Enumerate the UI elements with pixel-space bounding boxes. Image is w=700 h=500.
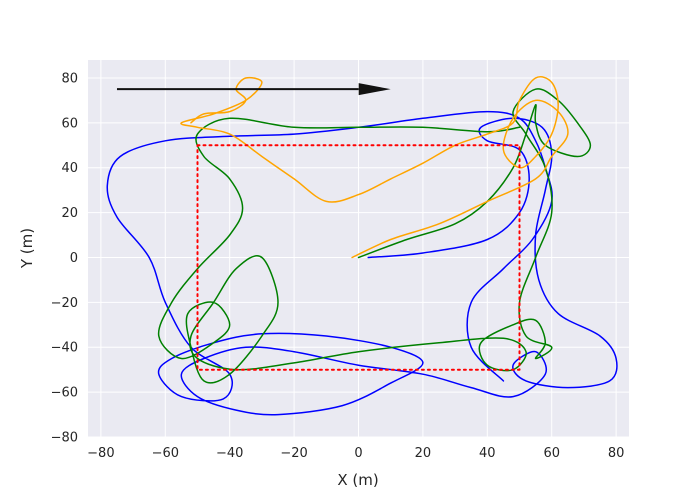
reference-square-line — [196, 144, 521, 371]
arrow-head — [358, 83, 391, 96]
y-tick-label: −60 — [51, 386, 78, 401]
green-trajectory-line — [157, 88, 592, 384]
x-tick-label: −60 — [152, 446, 179, 461]
y-tick-label: 80 — [61, 71, 78, 86]
y-tick-labels: −80 −60 −40 −20 0 20 40 60 80 — [51, 71, 78, 445]
x-tick-label: −80 — [87, 446, 114, 461]
x-tick-label: 0 — [354, 446, 362, 461]
y-tick-label: −40 — [51, 341, 78, 356]
y-axis-title: Y (m) — [18, 228, 36, 269]
y-tick-label: −20 — [51, 296, 78, 311]
orange-trajectory-line — [180, 76, 569, 259]
x-tick-label: 20 — [415, 446, 432, 461]
y-tick-label: −80 — [51, 431, 78, 446]
x-tick-label: 40 — [479, 446, 496, 461]
series-layer — [106, 76, 618, 416]
x-tick-label: 60 — [543, 446, 560, 461]
x-axis-title: X (m) — [337, 471, 378, 489]
y-tick-label: 60 — [61, 116, 78, 131]
x-tick-label: 80 — [608, 446, 625, 461]
y-tick-label: 40 — [61, 161, 78, 176]
x-tick-label: −40 — [216, 446, 243, 461]
x-tick-label: −20 — [280, 446, 307, 461]
y-tick-label: 20 — [61, 206, 78, 221]
arrow-layer — [116, 83, 391, 96]
y-tick-label: 0 — [70, 251, 78, 266]
x-tick-labels: −80 −60 −40 −20 0 20 40 60 80 — [87, 446, 624, 461]
